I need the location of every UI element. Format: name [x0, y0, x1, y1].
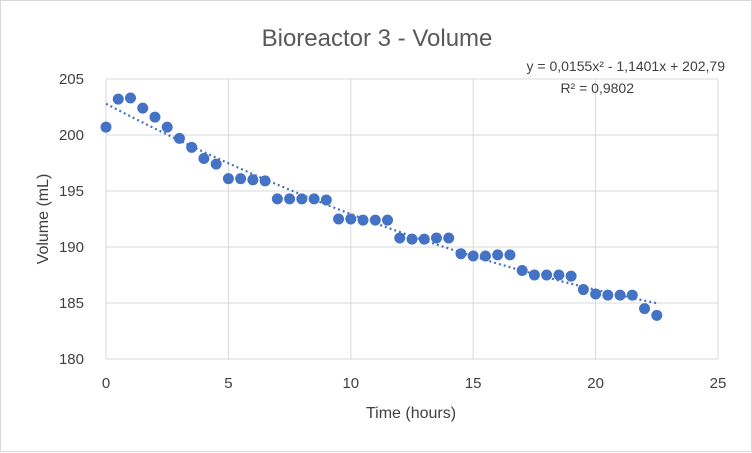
data-point	[479, 250, 491, 262]
data-point	[124, 92, 136, 104]
x-tick-label: 0	[102, 375, 110, 392]
x-tick-label: 10	[342, 375, 359, 392]
trendline	[105, 102, 658, 305]
data-point	[577, 284, 589, 296]
data-point	[173, 132, 185, 144]
x-tick-label: 20	[587, 375, 604, 392]
gridlines	[105, 78, 719, 360]
data-point	[553, 269, 565, 281]
data-point	[186, 141, 198, 153]
data-point	[333, 213, 345, 225]
data-point	[357, 214, 369, 226]
y-tick-label: 185	[59, 295, 84, 312]
data-point	[565, 270, 577, 282]
data-point	[406, 233, 418, 245]
y-tick-label: 195	[59, 183, 84, 200]
data-point	[137, 102, 149, 114]
data-point	[198, 153, 210, 165]
data-point	[112, 93, 124, 105]
data-point	[639, 303, 651, 315]
data-point	[222, 173, 234, 185]
data-point	[284, 193, 296, 205]
data-point	[149, 111, 161, 123]
data-point	[308, 193, 320, 205]
data-point	[320, 194, 332, 206]
x-axis-ticks: 0 5 10 15 20 25	[102, 375, 727, 392]
data-point	[651, 309, 663, 321]
data-point	[541, 269, 553, 281]
data-point	[528, 269, 540, 281]
data-point	[455, 248, 467, 260]
data-points	[100, 92, 663, 321]
data-point	[210, 158, 222, 170]
y-tick-label: 200	[59, 127, 84, 144]
data-point	[516, 265, 528, 277]
chart-title: Bioreactor 3 - Volume	[262, 25, 493, 52]
data-point	[296, 193, 308, 205]
y-tick-label: 205	[59, 71, 84, 88]
trendline-equation: y = 0,0155x² - 1,1401x + 202,79	[527, 58, 726, 74]
data-point	[418, 233, 430, 245]
x-tick-label: 5	[224, 375, 232, 392]
y-tick-label: 190	[59, 239, 84, 256]
data-point	[467, 250, 479, 262]
data-point	[430, 232, 442, 244]
data-point	[590, 288, 602, 300]
data-point	[247, 174, 259, 186]
data-point	[259, 175, 271, 187]
data-point	[345, 213, 357, 225]
data-point	[492, 249, 504, 261]
data-point	[369, 214, 381, 226]
data-point	[100, 121, 112, 133]
trendline-group	[105, 102, 658, 305]
data-point	[614, 289, 626, 301]
y-axis-title: Volume (mL)	[35, 174, 52, 265]
data-point	[235, 173, 247, 185]
x-tick-label: 25	[710, 375, 727, 392]
data-point	[394, 232, 406, 244]
x-tick-label: 15	[465, 375, 482, 392]
x-axis-title: Time (hours)	[366, 405, 456, 422]
data-point	[602, 289, 614, 301]
data-point	[271, 193, 283, 205]
data-point	[626, 289, 638, 301]
data-point	[382, 214, 394, 226]
y-axis-ticks: 180 185 190 195 200 205	[59, 71, 84, 368]
data-point	[161, 121, 173, 133]
y-tick-label: 180	[59, 351, 84, 368]
data-point	[504, 249, 516, 261]
trendline-r-squared: R² = 0,9802	[560, 80, 634, 96]
data-point	[443, 232, 455, 244]
